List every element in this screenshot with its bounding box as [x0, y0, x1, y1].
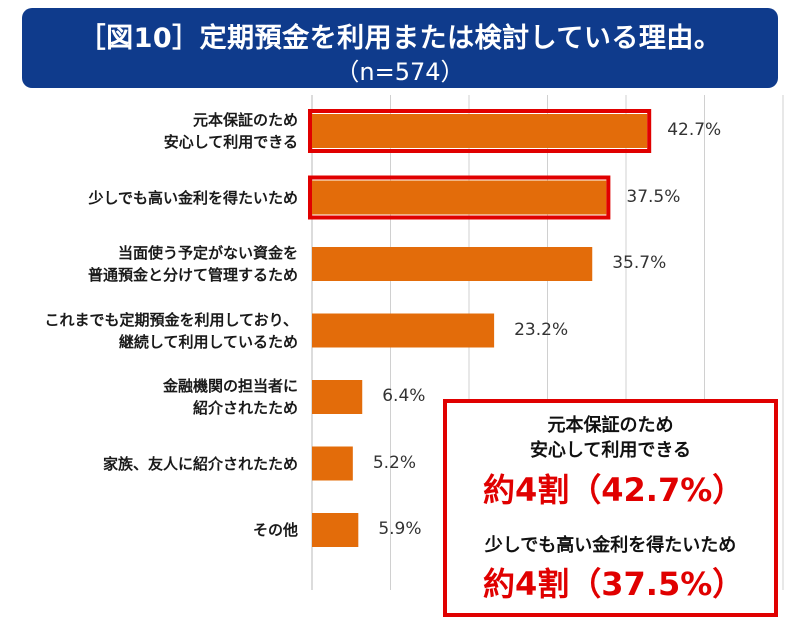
chart-subtitle: （n=574）: [335, 58, 465, 86]
value-label: 5.9%: [378, 519, 422, 539]
value-label: 5.2%: [372, 452, 417, 473]
category-label: これまでも定期預金を利用しており、 継続して利用しているため: [44, 310, 298, 351]
bar: [312, 380, 363, 414]
bar-highlight: [308, 175, 611, 220]
callout-value-2: 約4割（37.5%）: [483, 565, 745, 603]
category-label: 少しでも高い金利を得たいため: [88, 188, 298, 207]
bar-highlight: [308, 109, 652, 153]
callout-box: 元本保証のため 安心して利用できる 約4割（42.7%） 少しでも高い金利を得た…: [443, 399, 778, 617]
value-label: 35.7%: [612, 253, 667, 273]
bar: [312, 247, 593, 281]
value-label: 37.5%: [626, 186, 681, 207]
category-label: 元本保証のため 安心して利用できる: [163, 111, 298, 151]
bar: [312, 180, 607, 215]
bar: [312, 513, 359, 547]
callout-value-1: 約4割（42.7%）: [483, 471, 745, 509]
bar: [312, 114, 648, 148]
value-label: 6.4%: [382, 386, 426, 406]
chart-title: ［図10］定期預金を利用または検討している理由。: [78, 23, 722, 54]
value-label: 42.7%: [667, 120, 722, 140]
category-label: 金融機関の担当者に 紹介されたため: [162, 377, 298, 417]
callout-label-2: 少しでも高い金利を得たいため: [484, 535, 737, 556]
bar: [312, 313, 495, 348]
category-label: その他: [252, 521, 298, 539]
bar: [312, 446, 353, 481]
category-label: 当面使う予定がない資金を 普通預金と分けて管理するため: [87, 244, 298, 284]
category-label: 家族、友人に紹介されたため: [102, 454, 298, 473]
value-label: 23.2%: [514, 319, 569, 340]
title-banner: ［図10］定期預金を利用または検討している理由。 （n=574）: [22, 8, 778, 88]
callout-label-1: 元本保証のため 安心して利用できる: [529, 415, 692, 461]
